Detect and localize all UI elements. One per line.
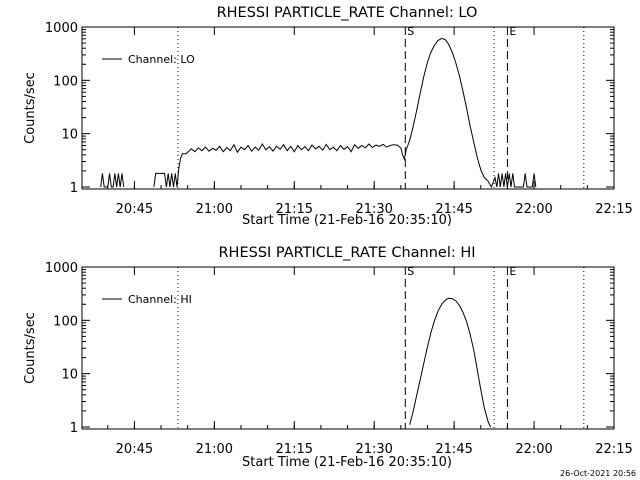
panel-hi-xtick-label: 21:30: [355, 442, 392, 457]
panel-lo-xlabel: Start Time (21-Feb-16 20:35:10): [242, 213, 452, 228]
panel-lo-ytick-label: 1000: [45, 21, 78, 36]
panel-lo-ytick-label: 100: [53, 74, 78, 89]
panel-hi-xtick-label: 20:45: [116, 442, 153, 457]
panel-hi-ytick-label: 10: [61, 368, 78, 383]
panel-lo-ytick-label: 10: [61, 128, 78, 143]
panel-hi-plot-frame: [81, 266, 615, 430]
panel-lo-xtick-label: 22:15: [595, 202, 632, 217]
panel-hi-title: RHESSI PARTICLE_RATE Channel: HI: [218, 245, 475, 261]
panel-hi-xtick-label: 22:15: [595, 442, 632, 457]
panel-lo-marker-label: E: [509, 25, 516, 38]
panel-lo-xtick-label: 22:00: [515, 202, 552, 217]
panel-hi-ytick-label: 1000: [45, 261, 78, 276]
panel-hi-xtick-label: 21:15: [276, 442, 313, 457]
panel-hi-marker-label: S: [407, 265, 414, 278]
panel-lo-series-line: [100, 37, 537, 189]
panel-lo-xtick-label: 20:45: [116, 202, 153, 217]
panel-hi-xtick-label: 22:00: [515, 442, 552, 457]
panel-hi-ticks: 20:45 21:00 21:15 21:30 21:45 22:00 22:15 1 10 10…: [45, 261, 633, 457]
panel-hi-ytick-label: 1: [70, 421, 78, 436]
panel-lo-ticks: 20:45 21:00 21:15 21:30 21:45 22:00 22:15 1 10 10…: [45, 21, 633, 217]
panel-hi-legend-label: Channel: HI: [128, 293, 192, 306]
panel-lo: RHESSI PARTICLE_RATE Channel: LO Counts/…: [23, 5, 633, 228]
panel-lo-title: RHESSI PARTICLE_RATE Channel: LO: [217, 5, 478, 21]
panel-lo-xtick-label: 21:30: [355, 202, 392, 217]
panel-hi-legend: Channel: HI: [102, 293, 192, 306]
panel-hi-marker-label: E: [509, 265, 516, 278]
panel-lo-marker-label: S: [407, 25, 414, 38]
panel-hi: RHESSI PARTICLE_RATE Channel: HI Counts/…: [23, 245, 633, 470]
panel-lo-plot-frame: [81, 26, 615, 190]
panel-hi-xtick-label: 21:45: [435, 442, 472, 457]
panel-lo-legend-label: Channel: LO: [128, 53, 195, 66]
panel-lo-xtick-label: 21:45: [435, 202, 472, 217]
panel-hi-xtick-label: 21:00: [196, 442, 233, 457]
panel-lo-legend: Channel: LO: [102, 53, 195, 66]
panel-lo-xtick-label: 21:15: [276, 202, 313, 217]
panel-hi-ylabel: Counts/sec: [23, 312, 38, 384]
panel-hi-xlabel: Start Time (21-Feb-16 20:35:10): [242, 455, 452, 470]
panel-lo-ytick-label: 1: [70, 181, 78, 196]
footer-timestamp: 26-Oct-2021 20:56: [560, 469, 636, 478]
panel-lo-ylabel: Counts/sec: [23, 72, 38, 144]
panel-hi-series-line: [409, 297, 491, 428]
panel-lo-xtick-label: 21:00: [196, 202, 233, 217]
panel-hi-ytick-label: 100: [53, 314, 78, 329]
